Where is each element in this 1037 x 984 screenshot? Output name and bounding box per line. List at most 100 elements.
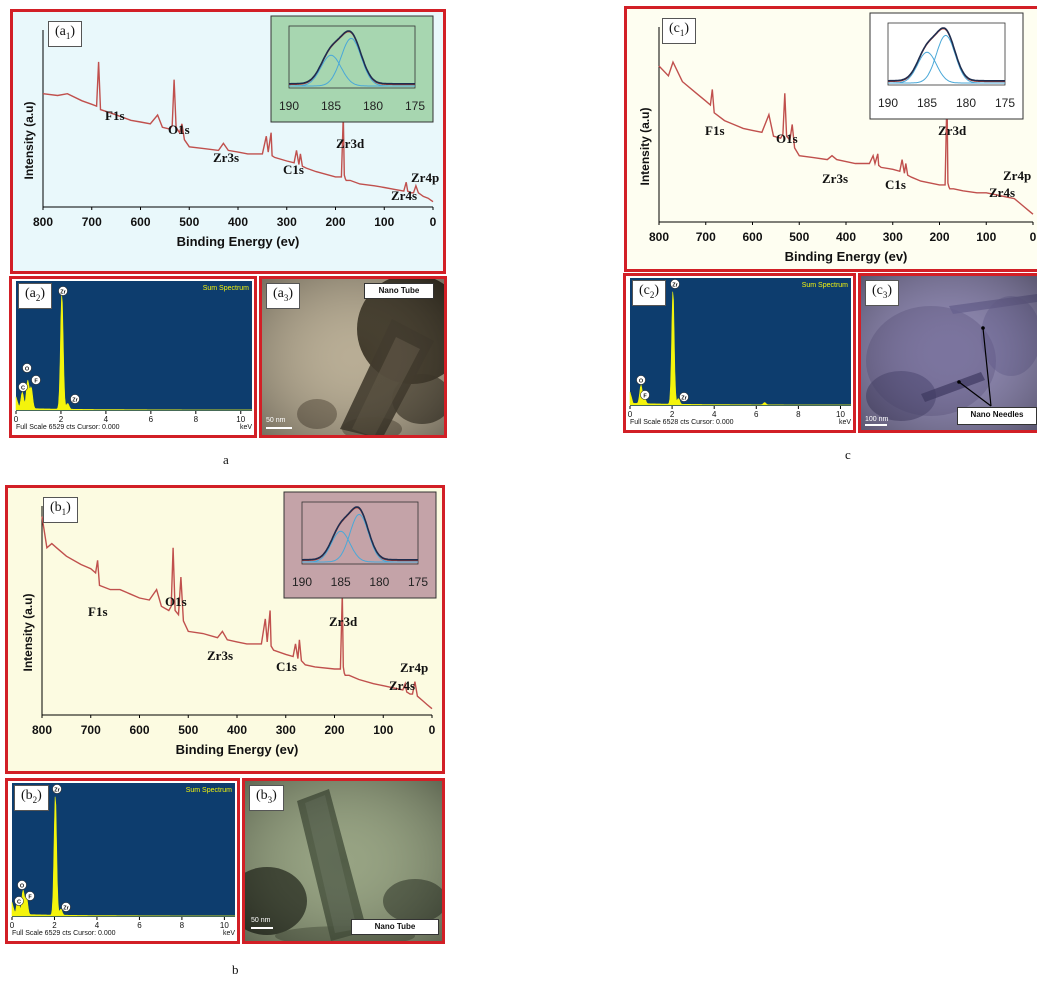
inset-plot-frame xyxy=(887,22,1006,86)
peak-label: Zr4p xyxy=(411,170,439,185)
eds-spectrum-area xyxy=(15,294,253,411)
y-axis-title: Intensity (a.u) xyxy=(22,101,36,179)
eds-tick-label: 2 xyxy=(670,410,675,419)
eds-frame-a2 xyxy=(9,276,257,438)
eds-panel-a2: Sum Spectrum 0 2 4 6 8 10 keV Full Scale 6529 ct… xyxy=(12,279,254,435)
element-marker xyxy=(636,375,646,385)
peak-label: F1s xyxy=(105,108,125,123)
element-label: O xyxy=(20,883,25,889)
eds-tick-label: 4 xyxy=(104,415,109,424)
eds-unit: keV xyxy=(240,424,252,431)
peak-label: Zr4p xyxy=(400,660,428,675)
xps-spectrum-line xyxy=(41,516,433,710)
xps-spectrum-line xyxy=(42,61,434,203)
scale-bar xyxy=(865,424,887,426)
element-marker xyxy=(17,880,27,890)
x-tick-label: 400 xyxy=(228,215,248,229)
x-tick-label: 0 xyxy=(430,215,437,229)
element-label: Zr xyxy=(681,395,687,401)
peak-label: C1s xyxy=(276,659,297,674)
eds-tick-label: 4 xyxy=(712,410,717,419)
inset-fit-line xyxy=(289,30,415,85)
x-tick-label: 100 xyxy=(976,230,996,244)
eds-plot-area xyxy=(630,278,851,406)
scale-bar xyxy=(266,427,292,429)
element-marker xyxy=(679,392,689,402)
tem-label-b3: Nano Tube xyxy=(351,919,439,935)
scale-bar xyxy=(251,927,273,929)
tem-frame-a3 xyxy=(259,276,447,438)
peak-label: Zr3s xyxy=(213,150,239,165)
x-tick-label: 300 xyxy=(276,723,296,737)
element-label: Zr xyxy=(72,397,78,403)
xps-frame-a1 xyxy=(10,9,446,274)
xps-panel-a1: 800 700 600 500 400 300 200 100 0 Binding Energy … xyxy=(13,12,443,271)
element-label: Zr xyxy=(60,289,66,295)
peak-label: C1s xyxy=(885,177,906,192)
x-axis-title: Binding Energy (ev) xyxy=(177,234,300,249)
y-axis-title: Intensity (a.u) xyxy=(21,593,35,671)
y-axis-title: Intensity (a.u) xyxy=(638,107,652,185)
element-label: F xyxy=(34,378,38,384)
panel-tag-c2: (c2) xyxy=(632,280,667,306)
inset-tick-label: 185 xyxy=(321,99,341,113)
panel-tag-b2: (b2) xyxy=(14,785,49,811)
element-marker xyxy=(52,784,62,794)
x-tick-label: 500 xyxy=(789,230,809,244)
peak-label: Zr4s xyxy=(989,185,1015,200)
inset-plot-frame xyxy=(301,501,419,565)
figure-label-b: b xyxy=(232,962,239,977)
eds-tick-label: 6 xyxy=(137,921,142,930)
element-label: O xyxy=(639,378,644,384)
element-marker xyxy=(61,902,71,912)
x-tick-label: 500 xyxy=(178,723,198,737)
tem-image-b3: Nano Tube 50 nm (b3) xyxy=(245,781,442,941)
inset-tick-label: 175 xyxy=(995,96,1015,110)
eds-title: Sum Spectrum xyxy=(802,282,848,289)
x-tick-label: 400 xyxy=(836,230,856,244)
inset-tick-label: 175 xyxy=(408,575,428,589)
eds-panel-b2: Sum Spectrum 0 2 4 6 8 10 keV Full Scale 6529 ct… xyxy=(8,781,237,941)
eds-footer: Full Scale 6528 cts Cursor: 0.000 xyxy=(630,419,734,426)
x-tick-label: 100 xyxy=(373,723,393,737)
inset-plot-frame xyxy=(288,25,416,89)
peak-label: F1s xyxy=(88,604,108,619)
inset-tick-label: 190 xyxy=(878,96,898,110)
eds-tick-label: 8 xyxy=(796,410,801,419)
eds-tick-label: 6 xyxy=(754,410,759,419)
inset-fit-line xyxy=(888,27,1005,82)
eds-spectrum-area xyxy=(11,796,236,917)
tem-image-c3: Nano Needles 100 nm (c3) xyxy=(861,276,1037,430)
element-marker xyxy=(670,279,680,289)
x-tick-label: 600 xyxy=(130,215,150,229)
x-tick-label: 300 xyxy=(883,230,903,244)
x-axis-title: Binding Energy (ev) xyxy=(176,742,299,757)
inset-tick-label: 190 xyxy=(279,99,299,113)
element-label: F xyxy=(28,894,32,900)
peak-label: Zr4p xyxy=(1003,168,1031,183)
panel-tag-c1: (c1) xyxy=(662,18,697,44)
inset-tick-label: 180 xyxy=(956,96,976,110)
eds-frame-b2 xyxy=(5,778,240,944)
tem-arrow-head xyxy=(981,326,985,330)
peak-label: Zr4s xyxy=(391,188,417,203)
eds-title: Sum Spectrum xyxy=(203,285,249,292)
scale-bar-label: 50 nm xyxy=(266,417,286,424)
tem-label-a3: Nano Tube xyxy=(364,283,434,299)
panel-tag-a3: (a3) xyxy=(266,283,301,309)
element-label: C xyxy=(21,385,25,391)
x-tick-label: 600 xyxy=(742,230,762,244)
scale-bar-label: 100 nm xyxy=(865,416,889,423)
element-label: Zr xyxy=(63,905,69,911)
element-marker xyxy=(70,394,80,404)
eds-footer: Full Scale 6529 cts Cursor: 0.000 xyxy=(16,424,120,431)
element-label: O xyxy=(25,366,30,372)
figure-label-c: c xyxy=(845,447,851,462)
tem-label-c3: Nano Needles xyxy=(957,407,1037,425)
eds-spectrum-area xyxy=(629,291,852,406)
element-marker xyxy=(14,896,24,906)
tem-svg-c3 xyxy=(861,276,1037,430)
inset-component-line xyxy=(289,37,415,87)
peak-label: Zr3d xyxy=(329,614,358,629)
